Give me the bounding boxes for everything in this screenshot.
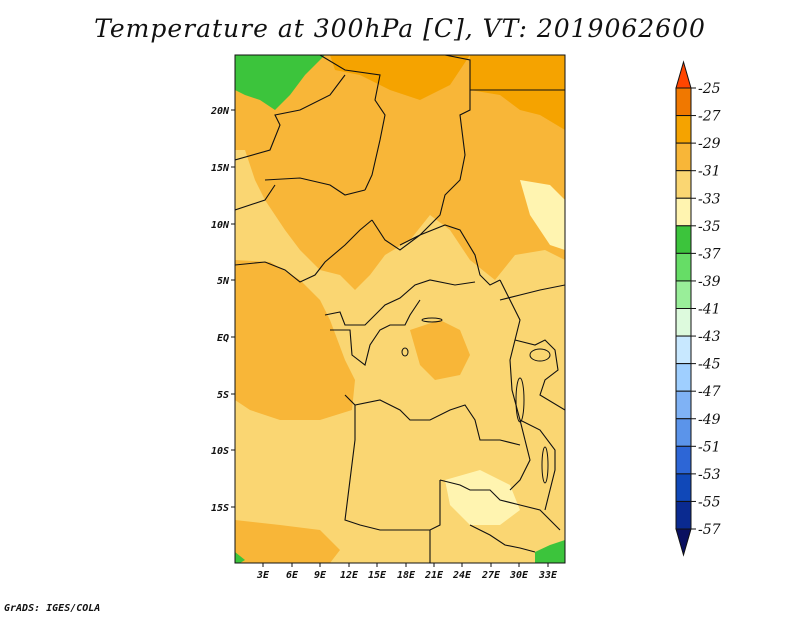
colorbar-swatch xyxy=(675,390,692,420)
lon-tick-label: 18E xyxy=(397,570,416,581)
lat-tick-label: 10S xyxy=(211,446,229,457)
lon-tick-label: 3E xyxy=(256,570,270,581)
colorbar-label: -37 xyxy=(698,246,721,262)
colorbar-arrow-bottom xyxy=(675,528,692,557)
colorbar-label: -29 xyxy=(698,136,721,152)
lon-axis-labels: 3E 6E 9E 12E 15E 18E 21E 24E 27E 30E 33E xyxy=(256,570,558,581)
lon-tick-label: 12E xyxy=(340,570,359,581)
colorbar-swatch xyxy=(675,87,692,117)
field-warm-south xyxy=(235,520,340,563)
field-warm-west xyxy=(235,260,355,420)
colorbar-label: -25 xyxy=(698,81,721,97)
colorbar: -25 -27 -29 -31 -33 -35 -37 -39 -41 -43 -45 -47 -49 -… xyxy=(675,60,721,557)
colorbar-swatch xyxy=(675,280,692,309)
colorbar-label: -31 xyxy=(698,164,721,180)
colorbar-arrow-top xyxy=(675,60,692,89)
lat-tick-label: 15S xyxy=(211,503,229,514)
field-warm-congo xyxy=(410,320,470,380)
colorbar-label: -55 xyxy=(698,494,721,510)
map-title: Temperature at 300hPa [C], VT: 201906260… xyxy=(94,14,706,43)
colorbar-swatch xyxy=(675,142,692,172)
colorbar-label: -43 xyxy=(698,329,721,345)
map-frame xyxy=(234,54,566,564)
colorbar-swatch xyxy=(675,335,692,365)
field-cold-southwest xyxy=(235,552,245,563)
lat-tick-label: 15N xyxy=(211,163,230,174)
colorbar-swatch xyxy=(675,308,692,337)
temperature-field xyxy=(235,55,565,563)
colorbar-swatch xyxy=(675,473,692,502)
field-cold-southeast xyxy=(535,540,565,563)
lon-tick-label: 15E xyxy=(368,570,387,581)
lon-tick-label: 9E xyxy=(314,570,327,581)
grads-credit: GrADS: IGES/COLA xyxy=(4,603,101,614)
lon-tick-label: 6E xyxy=(286,570,299,581)
lat-tick-label: EQ xyxy=(217,333,229,344)
colorbar-label: -35 xyxy=(698,219,721,235)
lon-tick-label: 21E xyxy=(424,570,444,581)
colorbar-swatch xyxy=(675,170,692,199)
colorbar-label: -33 xyxy=(698,191,721,207)
field-cool-east xyxy=(445,470,520,525)
colorbar-label: -39 xyxy=(698,274,721,290)
colorbar-swatch xyxy=(675,225,692,254)
field-cold-northwest xyxy=(235,55,325,110)
tick-marks xyxy=(231,109,549,567)
colorbar-swatch xyxy=(675,500,692,530)
colorbar-label: -57 xyxy=(698,522,721,538)
lon-tick-label: 30E xyxy=(509,570,529,581)
colorbar-label: -51 xyxy=(698,439,721,455)
lakes xyxy=(401,317,551,484)
colorbar-label: -49 xyxy=(698,412,721,428)
field-warm-north xyxy=(235,55,565,290)
lat-tick-label: 20N xyxy=(210,106,230,117)
field-cool-horn xyxy=(520,180,565,250)
colorbar-swatch xyxy=(675,418,692,447)
lon-tick-label: 33E xyxy=(538,570,558,581)
colorbar-label: -27 xyxy=(698,109,721,125)
colorbar-swatch xyxy=(675,363,692,392)
colorbar-swatch xyxy=(675,252,692,282)
colorbar-swatch xyxy=(675,445,692,475)
lon-tick-label: 24E xyxy=(452,570,472,581)
lat-tick-label: 5N xyxy=(217,276,230,287)
field-hot-north xyxy=(330,55,470,100)
colorbar-swatch xyxy=(675,197,692,227)
colorbar-label: -53 xyxy=(698,467,721,483)
country-borders xyxy=(235,55,565,563)
colorbar-swatch xyxy=(675,115,692,144)
colorbar-label: -41 xyxy=(698,302,721,318)
colorbar-label: -47 xyxy=(698,384,721,400)
lat-tick-label: 5S xyxy=(217,390,229,401)
lat-tick-label: 10N xyxy=(211,220,230,231)
colorbar-label: -45 xyxy=(698,357,721,373)
field-hot-northeast xyxy=(470,55,565,130)
lon-tick-label: 27E xyxy=(481,570,501,581)
lat-axis-labels: 20N 15N 10N 5N EQ 5S 10S 15S xyxy=(210,106,230,514)
